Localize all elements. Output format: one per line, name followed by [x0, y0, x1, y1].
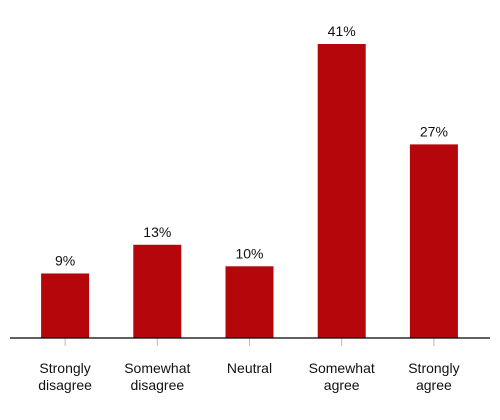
x-tick-label: Neutral	[227, 360, 272, 376]
x-tick-label: Somewhat agree	[309, 360, 375, 393]
bar	[409, 144, 458, 338]
value-label: 13%	[143, 224, 171, 240]
x-tick-label: Strongly disagree	[38, 360, 92, 393]
bar	[317, 44, 366, 338]
bar	[133, 244, 182, 338]
value-label: 9%	[55, 252, 75, 268]
value-label: 41%	[328, 23, 356, 39]
value-label: 10%	[235, 245, 263, 261]
bar	[41, 273, 90, 338]
x-tick-label: Somewhat disagree	[124, 360, 190, 393]
value-label: 27%	[420, 123, 448, 139]
x-tick-label: Strongly agree	[408, 360, 459, 393]
bar	[225, 266, 274, 338]
